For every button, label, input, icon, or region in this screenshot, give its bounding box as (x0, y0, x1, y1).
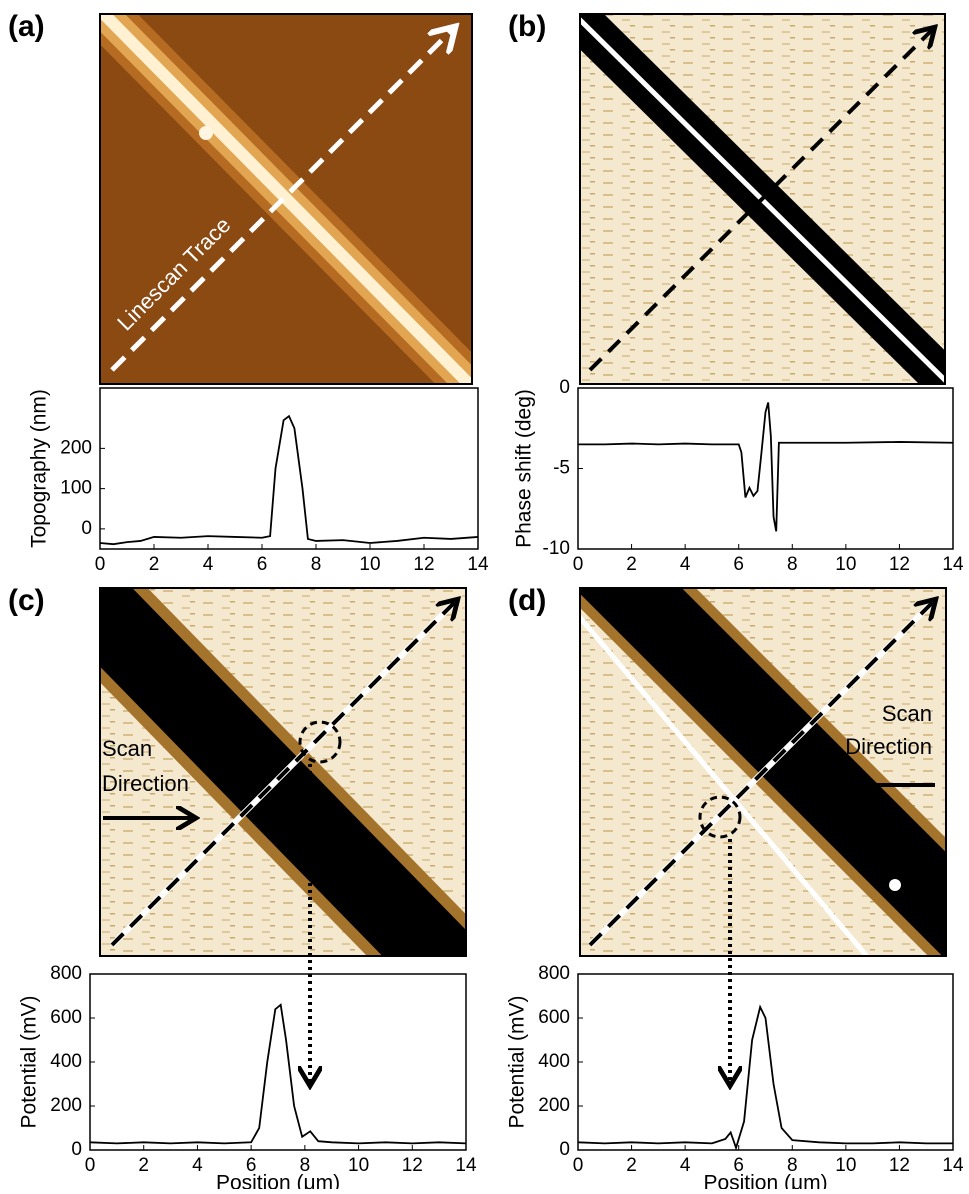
x-tick-label: 0 (573, 1155, 584, 1176)
y-tick-label: -10 (543, 538, 570, 559)
panel-label: (d) (508, 584, 546, 617)
x-tick-label: 6 (733, 554, 744, 575)
panel-label: (c) (8, 584, 45, 617)
data-line (89, 1003, 467, 1145)
potential-image (580, 588, 946, 956)
y-tick-label: 200 (538, 1095, 570, 1116)
plot-frame (577, 973, 954, 1151)
x-tick-label: 14 (942, 1155, 964, 1176)
y-axis-title: Potential (mV) (18, 995, 41, 1128)
annotation: Scan (882, 701, 932, 726)
y-tick-label: 800 (50, 963, 82, 984)
x-tick-label: 0 (85, 1155, 96, 1176)
x-tick-label: 8 (300, 1155, 311, 1176)
linescan-arrow (588, 602, 933, 947)
x-tick-label: 8 (787, 1155, 798, 1176)
x-axis-title: Position (μm) (216, 1172, 340, 1189)
y-tick-label: 0 (71, 1139, 82, 1160)
x-tick-label: 6 (257, 554, 268, 575)
annotation: Scan (102, 736, 152, 761)
x-tick-label: 10 (348, 1155, 369, 1176)
y-axis-title: Phase shift (deg) (513, 389, 536, 548)
x-tick-label: 14 (942, 554, 964, 575)
x-tick-label: 10 (835, 554, 856, 575)
data-line (577, 1004, 953, 1151)
plot-frame (89, 973, 467, 1151)
data-line (578, 402, 954, 532)
probe-circle (298, 720, 342, 764)
x-tick-label: 14 (455, 1155, 477, 1176)
x-tick-label: 8 (787, 554, 798, 575)
y-tick-label: 100 (60, 478, 92, 499)
y-tick-label: 400 (50, 1051, 82, 1072)
y-tick-label: 600 (50, 1007, 82, 1028)
image-frame (99, 587, 467, 957)
y-axis-title: Potential (mV) (506, 995, 529, 1128)
x-tick-label: 14 (467, 554, 489, 575)
x-tick-label: 4 (680, 1155, 691, 1176)
y-axis-title: Topography (nm) (28, 389, 51, 548)
y-tick-label: 400 (538, 1051, 570, 1072)
x-tick-label: 2 (138, 1155, 149, 1176)
x-tick-label: 8 (311, 554, 322, 575)
linescan-arrow (588, 30, 932, 372)
annotation: Direction (845, 734, 932, 759)
y-tick-label: 200 (60, 437, 92, 458)
x-tick-label: 12 (889, 554, 910, 575)
linescan-arrow (110, 30, 452, 372)
x-tick-label: 4 (203, 554, 214, 575)
x-tick-label: 6 (733, 1155, 744, 1176)
topography-image (100, 14, 472, 384)
data-line (99, 414, 479, 546)
y-tick-label: 0 (81, 518, 92, 539)
y-tick-label: 200 (50, 1095, 82, 1116)
y-tick-label: 0 (559, 377, 570, 398)
y-tick-label: -5 (553, 458, 570, 479)
panel-label: (b) (508, 10, 546, 43)
annotation: Direction (102, 771, 189, 796)
x-tick-label: 2 (149, 554, 160, 575)
x-tick-label: 2 (626, 1155, 637, 1176)
x-tick-label: 0 (95, 554, 106, 575)
probe-circle (698, 795, 742, 839)
image-frame (579, 587, 947, 957)
x-tick-label: 4 (680, 554, 691, 575)
x-tick-label: 10 (359, 554, 380, 575)
x-tick-label: 0 (573, 554, 584, 575)
x-tick-label: 6 (246, 1155, 257, 1176)
linescan-arrow (110, 602, 455, 947)
x-axis-title: Position (μm) (703, 1172, 827, 1189)
plot-frame (99, 387, 479, 550)
x-tick-label: 12 (889, 1155, 910, 1176)
x-tick-label: 10 (835, 1155, 856, 1176)
image-frame (579, 13, 946, 385)
x-tick-label: 4 (192, 1155, 203, 1176)
image-frame (99, 13, 473, 385)
y-tick-label: 600 (538, 1007, 570, 1028)
y-tick-label: 800 (538, 963, 570, 984)
panel-label: (a) (8, 10, 45, 43)
x-tick-label: 12 (402, 1155, 423, 1176)
x-tick-label: 12 (413, 554, 434, 575)
y-tick-label: 0 (559, 1139, 570, 1160)
x-tick-label: 2 (626, 554, 637, 575)
